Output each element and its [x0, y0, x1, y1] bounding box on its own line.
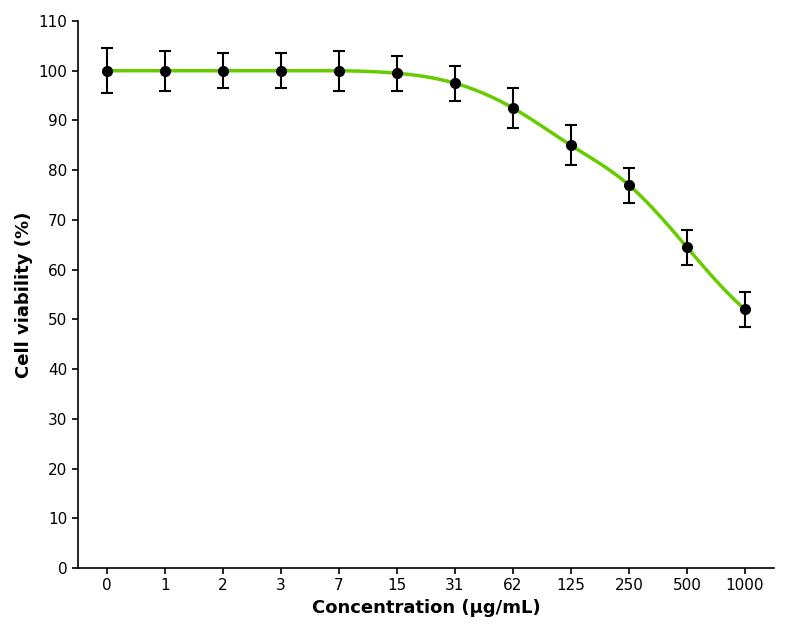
Y-axis label: Cell viability (%): Cell viability (%) — [15, 211, 33, 378]
X-axis label: Concentration (μg/mL): Concentration (μg/mL) — [312, 599, 540, 617]
